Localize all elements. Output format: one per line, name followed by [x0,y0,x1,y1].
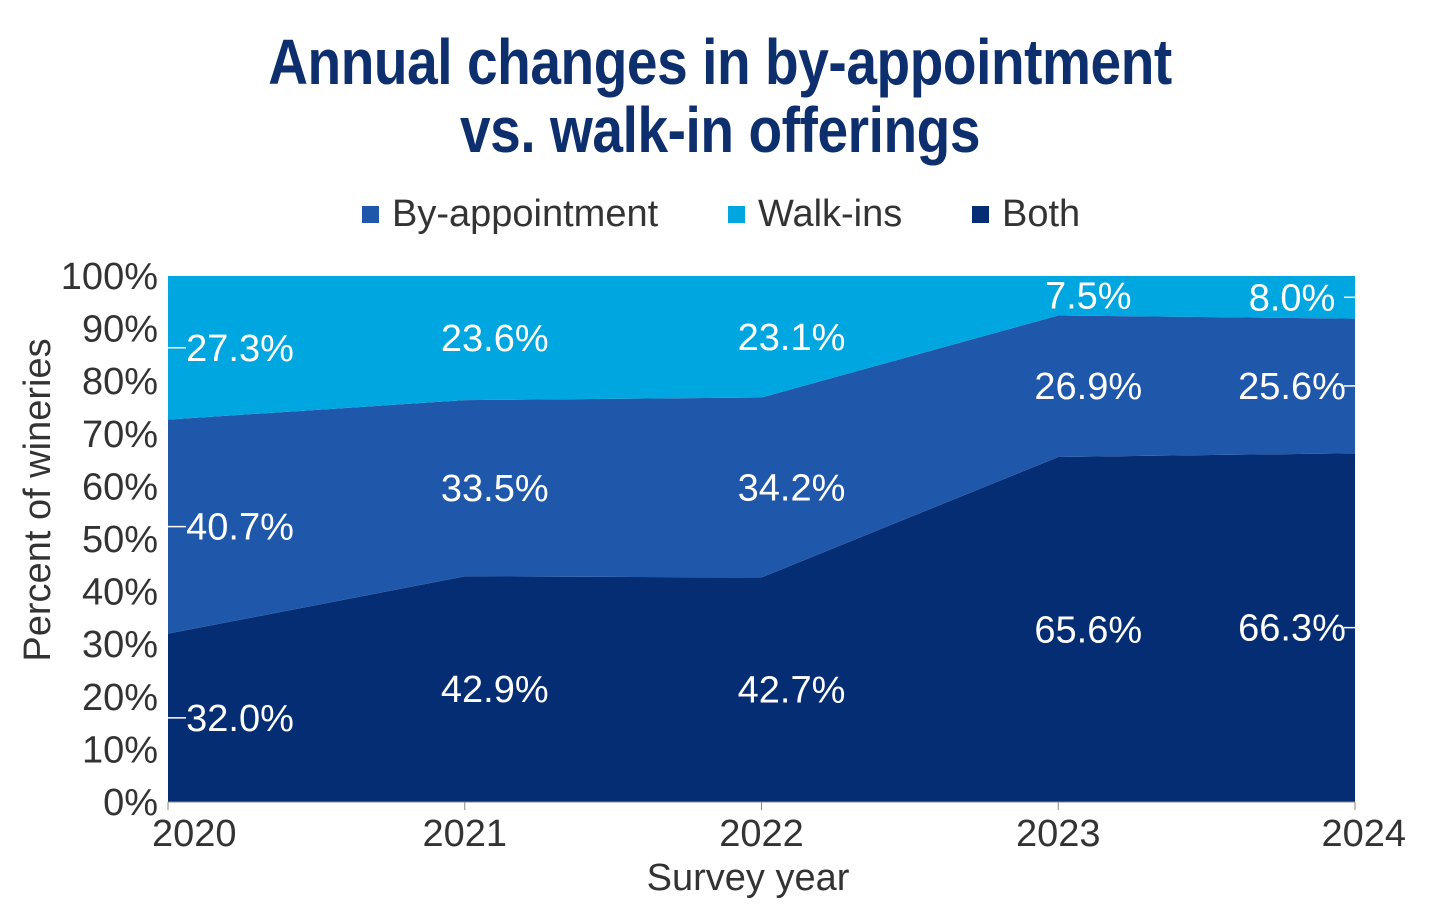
area-both [168,453,1355,802]
data-label-walk-ins: 23.6% [441,318,549,360]
y-tick-label: 80% [82,361,158,403]
x-tick-label: 2021 [422,813,507,855]
data-label-both: 42.9% [441,669,549,711]
legend-label-both: Both [1002,193,1080,235]
data-label-walk-ins: 23.1% [738,317,846,359]
legend-swatch-by-appointment [362,206,379,223]
y-tick-label: 0% [103,782,158,824]
chart-title-line-2: vs. walk-in offerings [459,94,981,166]
y-tick-label: 100% [61,256,158,298]
data-label-walk-ins: 8.0% [1249,277,1336,319]
y-tick-label: 10% [82,729,158,771]
y-tick-label: 40% [82,572,158,614]
chart-title-line-1: Annual changes in by-appointment [268,26,1172,98]
y-tick-label: 90% [82,309,158,351]
legend-swatch-both [972,206,989,223]
data-label-by-appointment: 33.5% [441,468,549,510]
data-label-by-appointment: 25.6% [1238,366,1346,408]
y-axis-title: Percent of wineries [17,338,59,661]
data-label-both: 42.7% [738,670,846,712]
data-label-by-appointment: 34.2% [738,467,846,509]
y-tick-label: 70% [82,414,158,456]
area-by-appointment [168,315,1355,634]
y-tick-label: 60% [82,466,158,508]
data-label-by-appointment: 26.9% [1034,366,1142,408]
data-label-walk-ins: 27.3% [186,328,294,370]
x-axis-title: Survey year [647,857,850,899]
y-tick-label: 20% [82,677,158,719]
area-walk-ins [168,276,1355,420]
y-tick-label: 30% [82,624,158,666]
legend-label-by-appointment: By-appointment [392,193,659,235]
data-label-walk-ins: 7.5% [1045,276,1132,318]
y-tick-label: 50% [82,519,158,561]
x-tick-label: 2024 [1321,813,1406,855]
x-tick-label: 2023 [1016,813,1101,855]
legend-swatch-walk-ins [728,206,745,223]
x-tick-label: 2022 [719,813,804,855]
data-label-by-appointment: 40.7% [186,507,294,549]
x-tick-label: 2020 [152,813,237,855]
legend-label-walk-ins: Walk-ins [758,193,902,235]
data-label-both: 65.6% [1034,609,1142,651]
chart-title: Annual changes in by-appointment vs. wal… [101,28,1339,164]
data-label-both: 66.3% [1238,608,1346,650]
data-label-both: 32.0% [186,698,294,740]
